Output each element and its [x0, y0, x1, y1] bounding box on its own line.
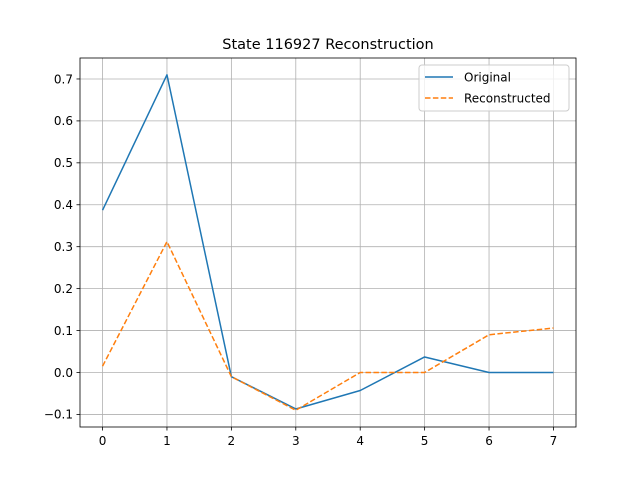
y-tick-label: 0.1: [54, 324, 73, 338]
y-tick-label: 0.2: [54, 282, 73, 296]
x-tick-label: 2: [228, 434, 236, 448]
y-tick-label: −0.1: [44, 408, 73, 422]
legend: Original Reconstructed: [418, 64, 570, 112]
x-tick-label: 6: [485, 434, 493, 448]
y-tick-label: 0.0: [54, 366, 73, 380]
legend-label-reconstructed: Reconstructed: [464, 91, 551, 105]
series-line-original: [101, 74, 554, 410]
plot-frame: [79, 57, 577, 428]
x-tick-label: 7: [550, 434, 558, 448]
legend-box: [418, 64, 570, 112]
x-tick-label: 4: [356, 434, 364, 448]
legend-label-original: Original: [464, 70, 511, 84]
axes-layer: 0 1 2 3 4 5 6 7 −0.1 0.0 0.1 0.2 0.3 0.4 0.5 0.6 0.7: [44, 57, 577, 448]
y-tick-label: 0.7: [54, 72, 73, 86]
x-tick-label: 0: [99, 434, 107, 448]
y-tick-label: 0.6: [54, 114, 73, 128]
y-tick-label: 0.4: [54, 198, 73, 212]
x-tick-label: 3: [292, 434, 300, 448]
series-line-reconstructed: [101, 240, 554, 411]
series-layer: [101, 74, 554, 411]
x-tick-label: 1: [163, 434, 171, 448]
chart-title: State 116927 Reconstruction: [222, 37, 433, 53]
y-tick-label: 0.5: [54, 156, 73, 170]
y-tick-label: 0.3: [54, 240, 73, 254]
x-tick-label: 5: [421, 434, 429, 448]
